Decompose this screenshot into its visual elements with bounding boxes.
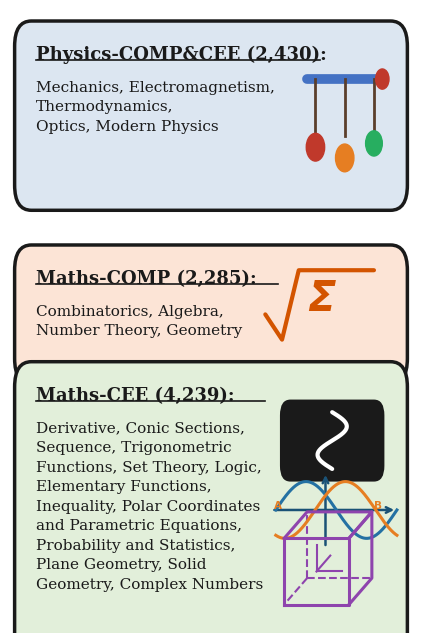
Circle shape: [306, 133, 325, 161]
FancyBboxPatch shape: [280, 399, 384, 481]
Circle shape: [376, 69, 389, 89]
Text: A: A: [274, 500, 281, 511]
Circle shape: [335, 144, 354, 172]
FancyBboxPatch shape: [15, 21, 407, 211]
FancyBboxPatch shape: [15, 245, 407, 384]
Text: Combinatorics, Algebra,
Number Theory, Geometry: Combinatorics, Algebra, Number Theory, G…: [35, 305, 242, 339]
FancyBboxPatch shape: [15, 362, 407, 640]
Text: Mechanics, Electromagnetism,
Thermodynamics,
Optics, Modern Physics: Mechanics, Electromagnetism, Thermodynam…: [35, 81, 274, 134]
Text: Physics-COMP&CEE (2,430):: Physics-COMP&CEE (2,430):: [35, 46, 326, 65]
Circle shape: [365, 131, 382, 156]
Text: B: B: [374, 500, 382, 511]
Text: Maths-COMP (2,285):: Maths-COMP (2,285):: [35, 270, 256, 288]
Text: Σ: Σ: [307, 278, 335, 319]
Text: Maths-CEE (4,239):: Maths-CEE (4,239):: [35, 387, 234, 405]
Text: Derivative, Conic Sections,
Sequence, Trigonometric
Functions, Set Theory, Logic: Derivative, Conic Sections, Sequence, Tr…: [35, 422, 263, 591]
